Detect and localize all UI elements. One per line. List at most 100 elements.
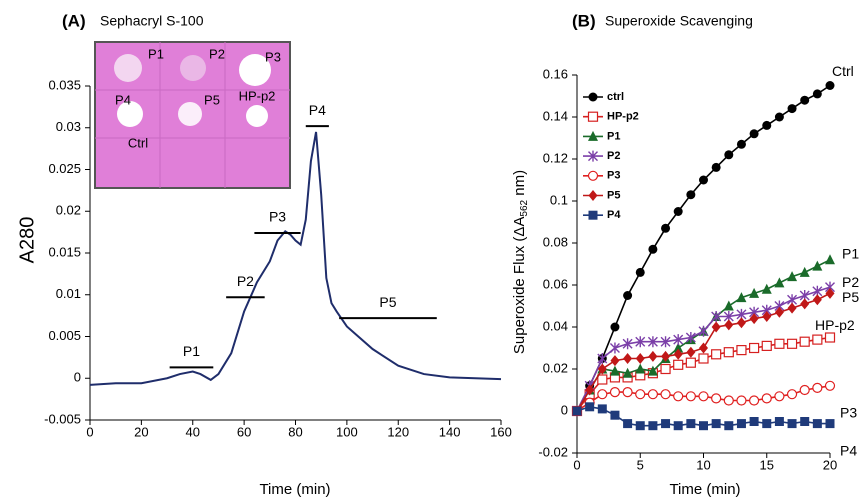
legend-label: ctrl <box>607 91 624 103</box>
y-axis-label-end: nm) <box>511 170 528 200</box>
marker <box>824 332 836 343</box>
marker <box>699 421 708 431</box>
legend-label: P4 <box>607 209 621 221</box>
marker <box>686 190 696 200</box>
marker <box>812 419 822 429</box>
marker <box>762 120 772 130</box>
marker <box>587 170 599 181</box>
inset-label: P4 <box>115 92 131 107</box>
well <box>246 105 268 127</box>
data-line <box>89 131 502 386</box>
marker <box>723 300 734 311</box>
marker <box>736 395 747 406</box>
marker <box>588 150 598 162</box>
marker <box>609 387 621 398</box>
marker <box>749 417 759 426</box>
marker <box>799 384 810 396</box>
y-tick-label: 0.015 <box>48 244 81 259</box>
marker <box>686 346 696 358</box>
fraction-label: P3 <box>269 209 286 225</box>
marker <box>635 336 646 348</box>
marker <box>588 190 598 201</box>
marker <box>685 357 696 368</box>
x-tick-label: 15 <box>760 457 774 472</box>
y-tick-label: 0 <box>561 402 568 417</box>
y-axis-label: A280 <box>16 217 38 264</box>
y-tick-label: 0.08 <box>543 234 568 249</box>
y-tick-label: 0.025 <box>48 161 81 176</box>
marker <box>609 342 620 354</box>
legend-label: P5 <box>607 189 620 201</box>
x-tick-label: 20 <box>134 424 148 439</box>
x-tick-label: 60 <box>237 424 251 439</box>
x-tick-label: 20 <box>823 457 837 472</box>
chart-title: Sephacryl S-100 <box>100 13 204 29</box>
well <box>117 101 143 127</box>
legend-label: P1 <box>607 130 620 142</box>
marker <box>736 139 746 149</box>
y-tick-label: 0.02 <box>56 203 81 218</box>
marker <box>724 421 734 431</box>
marker <box>660 389 671 400</box>
y-tick-label: 0.005 <box>48 328 81 343</box>
marker <box>673 359 684 370</box>
x-tick-label: 160 <box>490 424 512 439</box>
marker <box>698 325 709 337</box>
marker <box>686 419 696 429</box>
y-tick-label: 0.03 <box>56 119 81 134</box>
marker <box>685 391 696 402</box>
marker <box>761 340 772 351</box>
inset-label: P2 <box>209 46 225 61</box>
marker <box>673 334 684 346</box>
end-label: P4 <box>840 442 857 458</box>
y-tick-label: 0.035 <box>48 77 81 92</box>
marker <box>749 129 759 139</box>
fraction-label: P4 <box>309 102 326 118</box>
marker <box>799 336 810 347</box>
marker <box>635 389 646 400</box>
marker <box>774 338 785 349</box>
marker <box>588 210 598 220</box>
x-tick-label: 80 <box>288 424 302 439</box>
marker <box>698 353 709 364</box>
end-label: HP-p2 <box>815 317 855 333</box>
marker <box>648 350 658 362</box>
marker <box>800 417 810 426</box>
end-label: Ctrl <box>832 63 854 79</box>
marker <box>673 348 683 360</box>
marker <box>762 419 772 429</box>
marker <box>812 334 823 345</box>
marker <box>787 104 797 114</box>
marker <box>787 302 797 314</box>
marker <box>774 306 784 318</box>
marker <box>711 311 722 322</box>
y-axis-label-sub: 562 <box>519 199 530 216</box>
marker <box>661 419 671 429</box>
marker <box>824 380 836 391</box>
marker <box>685 332 696 343</box>
legend-label: P2 <box>607 150 620 162</box>
marker <box>661 350 671 362</box>
marker <box>648 244 658 254</box>
end-label: P5 <box>842 289 859 305</box>
x-tick-label: 40 <box>186 424 200 439</box>
y-tick-label: 0.01 <box>56 286 81 301</box>
marker <box>572 406 582 416</box>
fraction-label: P5 <box>379 294 396 310</box>
chart-title: Superoxide Scavenging <box>605 13 753 29</box>
marker <box>774 112 784 122</box>
marker <box>761 393 772 404</box>
marker <box>812 382 823 393</box>
marker <box>774 277 785 288</box>
marker <box>723 347 734 358</box>
inset-label: HP-p2 <box>239 88 276 103</box>
y-tick-label: 0.02 <box>543 360 568 375</box>
marker <box>587 111 599 122</box>
marker <box>825 81 835 90</box>
marker <box>774 417 784 426</box>
marker <box>825 254 835 265</box>
marker <box>635 353 645 364</box>
marker <box>647 365 658 376</box>
x-tick-label: 0 <box>86 424 93 439</box>
